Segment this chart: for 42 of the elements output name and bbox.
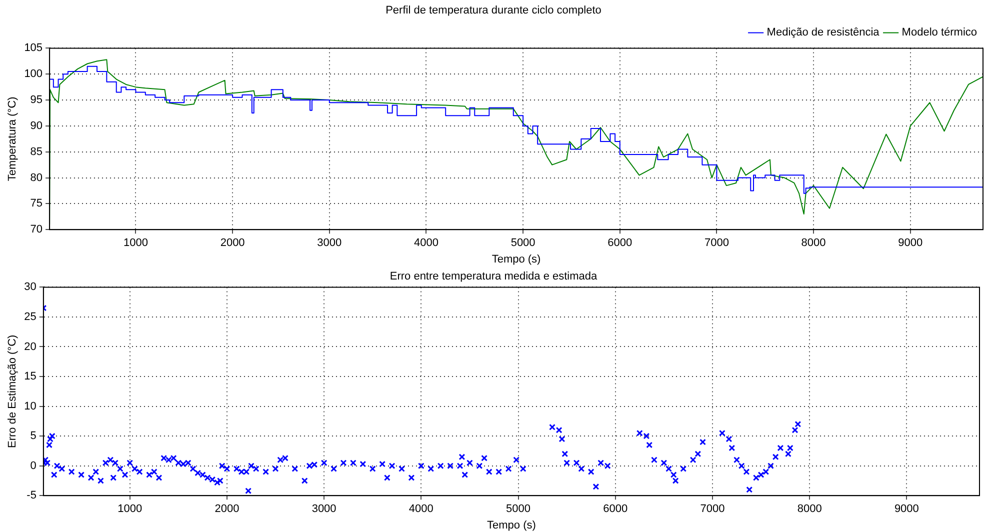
chart-title: Perfil de temperatura durante ciclo completo [386,4,602,17]
x-tick-label: 3000 [317,237,342,250]
x-tick-label: 2000 [220,237,245,250]
y-tick-label: 105 [24,42,43,54]
y-axis-title: Temperatura (°C) [6,96,19,182]
y-tick-label: 5 [30,430,36,442]
x-axis-title: Tempo (s) [487,519,536,532]
y-tick-label: 15 [24,370,36,383]
y-tick-label: -5 [26,490,36,502]
legend-label: Medição de resistência [766,26,880,39]
y-tick-label: 80 [30,172,43,184]
y-axis-title: Erro de Estimação (°C) [6,334,19,448]
y-tick-label: 70 [30,224,43,236]
x-axis-title: Tempo (s) [492,253,541,266]
x-tick-label: 1000 [123,237,148,250]
y-tick-label: 20 [24,340,36,353]
y-tick-label: 75 [30,198,43,210]
y-tick-label: 30 [24,281,36,294]
x-tick-label: 4000 [414,237,438,250]
y-tick-label: 25 [24,311,36,324]
x-tick-label: 2000 [214,503,240,516]
x-tick-label: 1000 [118,503,142,516]
y-tick-label: 90 [30,120,43,132]
x-tick-label: 9000 [894,503,919,516]
y-tick-label: 0 [30,460,36,472]
x-tick-label: 8000 [797,503,822,516]
x-tick-label: 7000 [700,503,725,516]
x-tick-label: 3000 [312,503,336,516]
y-tick-label: 95 [30,94,43,106]
y-tick-label: 10 [24,400,36,412]
y-tick-label: 100 [24,68,43,80]
x-tick-label: 5000 [510,237,536,250]
x-tick-label: 6000 [608,237,632,250]
x-tick-label: 7000 [704,237,729,250]
chart-title: Erro entre temperatura medida e estimada [390,270,598,283]
x-tick-label: 6000 [603,503,628,516]
y-tick-label: 85 [30,146,43,158]
x-tick-label: 4000 [408,503,434,516]
x-tick-label: 9000 [898,237,923,250]
legend-label: Modelo térmico [902,26,978,39]
x-tick-label: 8000 [801,237,826,250]
x-tick-label: 5000 [506,503,531,516]
